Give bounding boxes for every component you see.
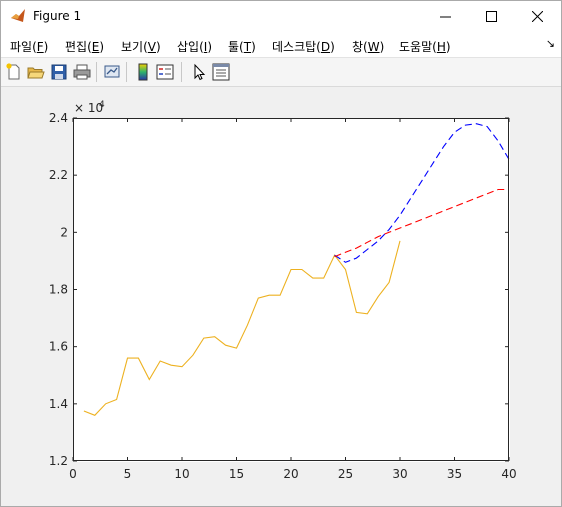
y-tick-label: 2 [60,225,68,239]
link-plot-icon[interactable] [103,63,121,81]
menu-edit[interactable]: 편집(E) [65,40,105,54]
matlab-logo-icon [11,9,25,22]
x-tick-label: 5 [124,467,132,481]
menu-help[interactable]: 도움말(H) [399,40,451,54]
y-exponent-power: 4 [99,100,105,110]
maximize-icon [485,11,497,22]
y-exponent-label: × 10 [74,101,103,115]
series-line-2 [334,188,509,258]
toolbar-separator [126,62,127,82]
x-tick-label: 15 [229,467,244,481]
series-line-1 [334,123,510,263]
menu-tools[interactable]: 툴(T) [228,40,256,54]
minimize-icon [439,16,451,18]
menu-desktop[interactable]: 데스크탑(D) [272,40,335,54]
y-tick-label: 1.6 [49,340,68,354]
new-figure-icon[interactable] [5,63,23,81]
x-tick-label: 20 [283,467,298,481]
close-icon [531,11,543,22]
dock-figure-icon[interactable]: ↘ [545,37,555,50]
y-tick-label: 1.4 [49,397,68,411]
plot-axes-area[interactable] [74,119,510,462]
x-tick-label: 30 [392,467,407,481]
y-tick-label: 1.8 [49,283,68,297]
y-tick-label: 1.2 [49,454,68,468]
axes-box [73,118,509,461]
print-icon[interactable] [73,63,91,81]
x-tick-label: 25 [338,467,353,481]
toolbar-separator [181,62,182,82]
menu-bar: 파일(F) 편집(E) 보기(V) 삽입(I) 툴(T) 데스크탑(D) 창(W… [1,32,561,57]
menu-view[interactable]: 보기(V) [121,40,161,54]
save-icon[interactable] [50,63,68,81]
menu-window[interactable]: 창(W) [352,40,385,54]
series-line-0 [83,240,401,416]
edit-plot-arrow-icon[interactable] [190,63,208,81]
x-tick-label: 10 [174,467,189,481]
insert-legend-icon[interactable] [156,63,174,81]
x-tick-label: 0 [69,467,77,481]
menu-file[interactable]: 파일(F) [10,40,49,54]
x-tick-label: 35 [447,467,462,481]
open-file-icon[interactable] [27,63,45,81]
insert-colorbar-icon[interactable] [134,63,152,81]
figure-toolbar [1,57,561,87]
x-tick-label: 40 [501,467,516,481]
y-tick-label: 2.4 [49,111,68,125]
toolbar-separator [96,62,97,82]
property-inspector-icon[interactable] [212,63,230,81]
window-title: Figure 1 [33,9,82,23]
menu-insert[interactable]: 삽입(I) [177,40,212,54]
title-bar[interactable]: Figure 1 [1,1,561,32]
y-tick-label: 2.2 [49,168,68,182]
minimize-button[interactable] [422,1,468,32]
maximize-button[interactable] [468,1,514,32]
close-button[interactable] [514,1,560,32]
